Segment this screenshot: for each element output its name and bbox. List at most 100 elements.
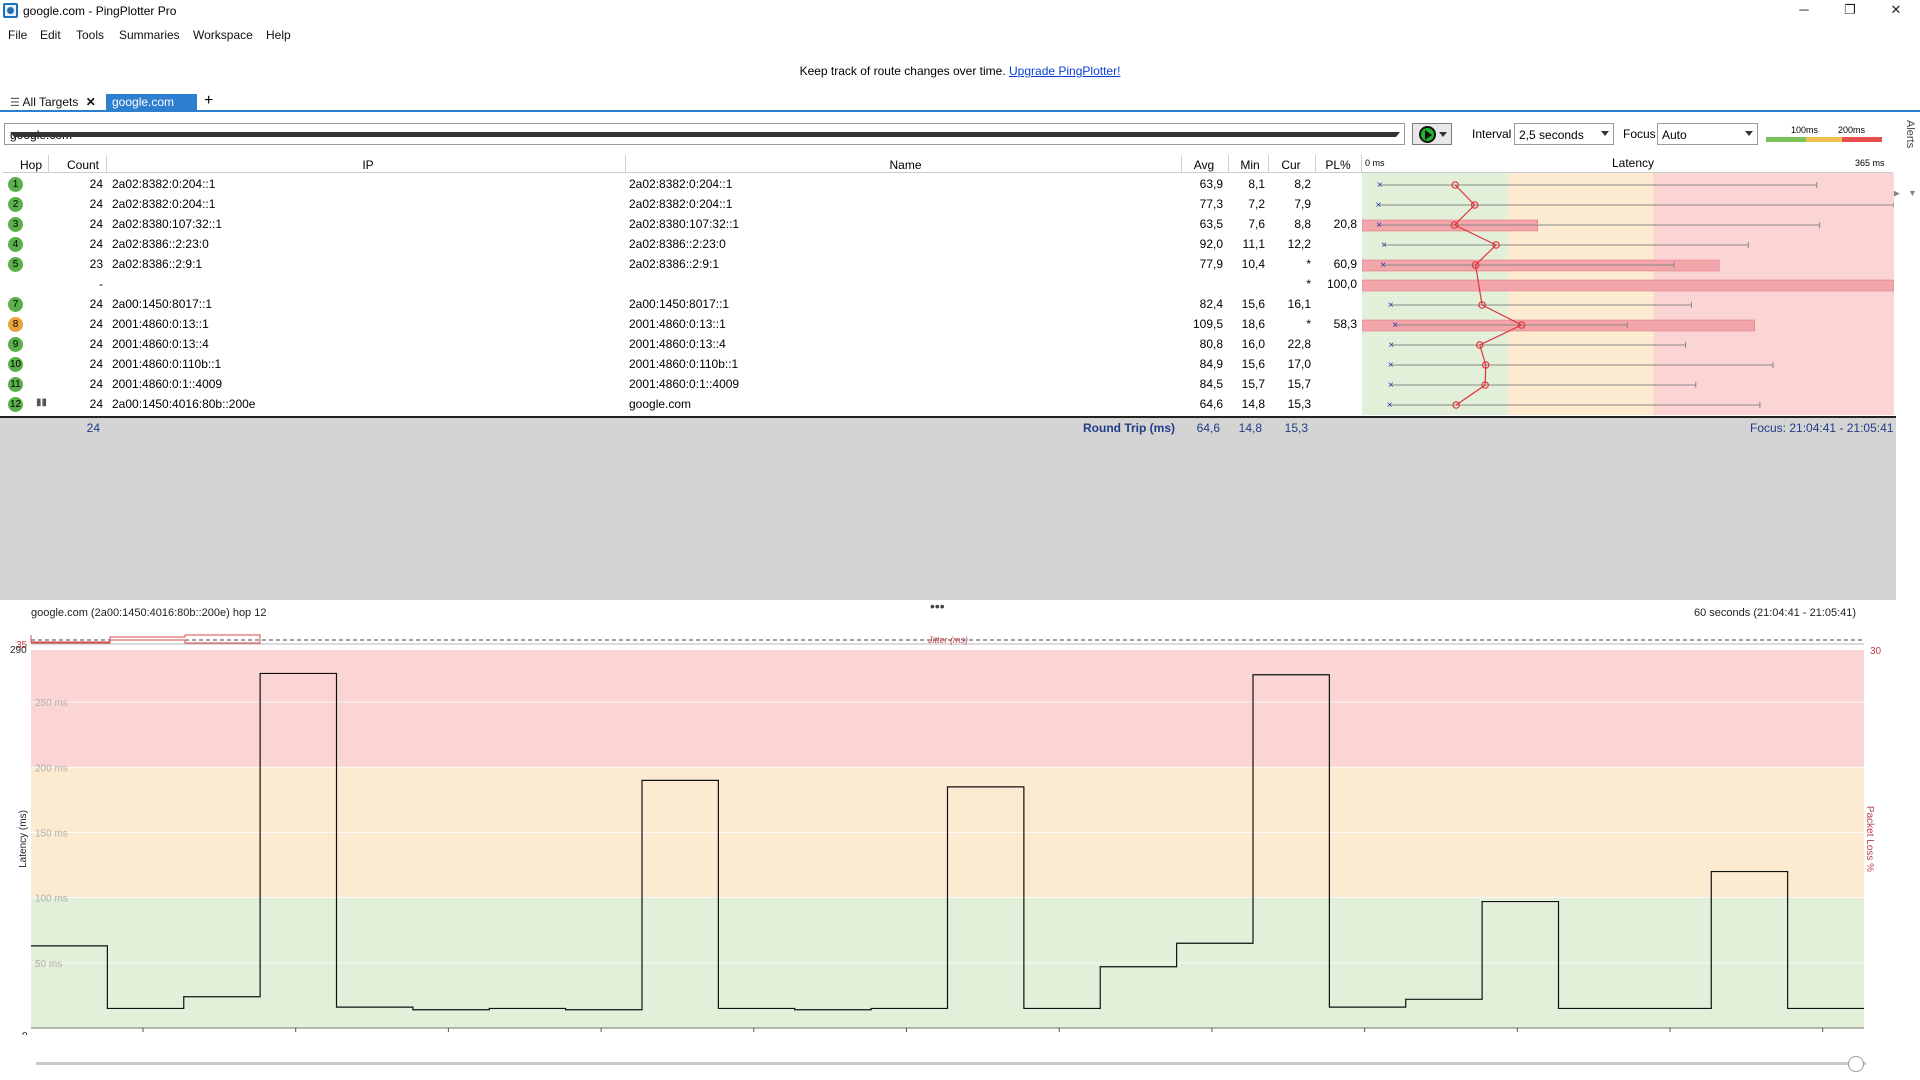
col-pl[interactable]: PL% xyxy=(1325,158,1351,172)
minimize-button[interactable]: ─ xyxy=(1799,2,1809,17)
restore-button[interactable]: ❐ xyxy=(1844,2,1856,17)
col-hop[interactable]: Hop xyxy=(19,158,42,172)
menu-edit[interactable]: Edit xyxy=(40,28,61,42)
col-latency[interactable]: Latency xyxy=(1611,156,1655,170)
hop-cur: 8,2 xyxy=(1294,177,1311,191)
tab-all-targets-label: All Targets xyxy=(22,95,79,109)
hop-row[interactable]: 1 24 2a02:8382:0:204::1 2a02:8382:0:204::1 6… xyxy=(3,174,1893,194)
rt-min: 14,8 xyxy=(1238,421,1262,435)
interval-select[interactable]: 2,5 seconds xyxy=(1514,123,1614,145)
zone-label: 200 ms xyxy=(35,763,68,774)
hop-name: 2a02:8380:107:32::1 xyxy=(629,217,740,231)
scale-yellow xyxy=(1806,137,1842,142)
menu-summaries[interactable]: Summaries xyxy=(119,28,180,42)
menu-tools[interactable]: Tools xyxy=(76,28,105,42)
avg-point xyxy=(1471,261,1480,269)
timeline-scrollbar[interactable] xyxy=(36,1062,1866,1065)
hop-ip: 2a02:8386::2:23:0 xyxy=(112,237,209,251)
hop-ip: 2001:4860:0:13::4 xyxy=(112,337,209,351)
focus-select[interactable]: Auto xyxy=(1657,123,1758,145)
zone-label: 100 ms xyxy=(35,894,68,905)
min-marker: × xyxy=(1388,360,1394,371)
hop-count: 24 xyxy=(89,217,103,231)
hop-name: 2001:4860:0:1::4009 xyxy=(629,377,740,391)
tab-google[interactable]: google.com ✔ xyxy=(106,94,197,126)
hop-pl: 60,9 xyxy=(1333,257,1357,271)
empty-grid-area xyxy=(0,420,1896,600)
hop-name: 2a02:8386::2:9:1 xyxy=(629,257,720,271)
target-dropdown-icon[interactable] xyxy=(10,132,1400,137)
menu-file[interactable]: File xyxy=(8,28,28,42)
loss-max-label: 30 xyxy=(1870,646,1882,657)
hop-row[interactable]: 8 24 2001:4860:0:13::1 2001:4860:0:13::1 109… xyxy=(3,314,1893,334)
app-icon xyxy=(3,3,18,18)
min-marker: × xyxy=(1388,380,1394,391)
col-min[interactable]: Min xyxy=(1240,158,1260,172)
col-ip[interactable]: IP xyxy=(362,158,374,172)
add-tab-button[interactable]: + xyxy=(204,92,214,109)
tab-menu-icon[interactable]: ▼ xyxy=(1908,188,1917,198)
rt-focus: Focus: 21:04:41 - 21:05:41 xyxy=(1750,421,1894,435)
menu-help[interactable]: Help xyxy=(266,28,291,42)
tab-scroll-right-icon[interactable]: ▶ xyxy=(1893,188,1900,198)
graph-range[interactable]: 60 seconds (21:04:41 - 21:05:41) xyxy=(1694,607,1857,619)
hop-ip: 2a02:8380:107:32::1 xyxy=(112,217,223,231)
min-marker: × xyxy=(1377,180,1383,191)
bar-chart-icon[interactable]: ▮▮ xyxy=(36,397,48,408)
latency-zone xyxy=(31,650,1864,768)
menu-bar: File Edit Tools Summaries Workspace Help xyxy=(0,24,1920,46)
hop-row[interactable]: 3 24 2a02:8380:107:32::1 2a02:8380:107:32::… xyxy=(3,214,1893,234)
target-input[interactable]: google.com xyxy=(4,123,1405,145)
hop-min: 7,6 xyxy=(1248,217,1265,231)
hop-number: 8 xyxy=(8,317,23,332)
hop-name: 2a02:8386::2:23:0 xyxy=(629,237,726,251)
jitter-max: 35 xyxy=(16,640,28,651)
hop-row[interactable]: - * 100,0 xyxy=(3,274,1893,294)
col-cur[interactable]: Cur xyxy=(1281,158,1301,172)
col-count[interactable]: Count xyxy=(66,158,100,172)
avg-point xyxy=(1478,301,1486,309)
col-latency-min: 0 ms xyxy=(1365,158,1385,168)
hop-row[interactable]: 9 24 2001:4860:0:13::4 2001:4860:0:13::4 80,… xyxy=(3,334,1893,354)
hop-row[interactable]: 11 24 2001:4860:0:1::4009 2001:4860:0:1::40… xyxy=(3,374,1893,394)
y2-axis-label: Packet Loss % xyxy=(1864,806,1875,872)
timeline-scroll-thumb[interactable] xyxy=(1848,1056,1864,1072)
hop-row[interactable]: 5 23 2a02:8386::2:9:1 2a02:8386::2:9:1 77,9 1… xyxy=(3,254,1893,274)
alerts-side-tab[interactable]: Alerts xyxy=(1904,120,1916,149)
window-title: google.com - PingPlotter Pro xyxy=(23,4,177,18)
hop-count: 24 xyxy=(89,317,103,331)
y-min-label: 0 xyxy=(22,1031,28,1035)
hop-row[interactable]: 2 24 2a02:8382:0:204::1 2a02:8382:0:204::1 7… xyxy=(3,194,1893,214)
start-button[interactable] xyxy=(1412,123,1452,145)
hop-name: 2001:4860:0:13::4 xyxy=(629,337,726,351)
col-name[interactable]: Name xyxy=(889,158,922,172)
hop-count: - xyxy=(99,277,103,291)
upgrade-link[interactable]: Upgrade PingPlotter! xyxy=(1009,64,1121,78)
col-avg[interactable]: Avg xyxy=(1193,158,1215,172)
close-tab-icon[interactable]: ✕ xyxy=(85,95,96,109)
splitter-handle[interactable]: ••• xyxy=(930,598,945,614)
y-max-label: 290 xyxy=(10,645,27,656)
loss-bar xyxy=(1362,279,1894,292)
col-latency-max: 365 ms xyxy=(1855,158,1885,168)
close-button[interactable]: ✕ xyxy=(1890,2,1902,17)
hop-number: 5 xyxy=(8,257,23,272)
hop-min: 10,4 xyxy=(1241,257,1265,271)
tab-all-targets[interactable]: ☰ All Targets ✕ xyxy=(4,94,102,112)
y-axis-label: Latency (ms) xyxy=(18,810,29,868)
min-marker: × xyxy=(1388,300,1394,311)
play-dropdown-icon[interactable] xyxy=(1439,132,1447,137)
menu-workspace[interactable]: Workspace xyxy=(193,28,253,42)
hop-row[interactable]: 10 24 2001:4860:0:110b::1 2001:4860:0:110b:… xyxy=(3,354,1893,374)
hop-avg: 77,3 xyxy=(1199,197,1223,211)
hop-row[interactable]: 12 ▮▮ 24 2a00:1450:4016:80b::200e google.com… xyxy=(3,394,1893,414)
rt-cur: 15,3 xyxy=(1284,421,1308,435)
hop-number: 3 xyxy=(8,217,23,232)
hop-row[interactable]: 4 24 2a02:8386::2:23:0 2a02:8386::2:23:0 92,… xyxy=(3,234,1893,254)
jitter-line xyxy=(30,634,261,644)
hop-avg: 77,9 xyxy=(1199,257,1223,271)
hop-row[interactable]: 7 24 2a00:1450:8017::1 2a00:1450:8017::1 82,… xyxy=(3,294,1893,314)
hop-name: 2a00:1450:8017::1 xyxy=(629,297,730,311)
latency-scale-legend: 100ms 200ms xyxy=(1766,125,1884,145)
min-marker: × xyxy=(1376,220,1382,231)
